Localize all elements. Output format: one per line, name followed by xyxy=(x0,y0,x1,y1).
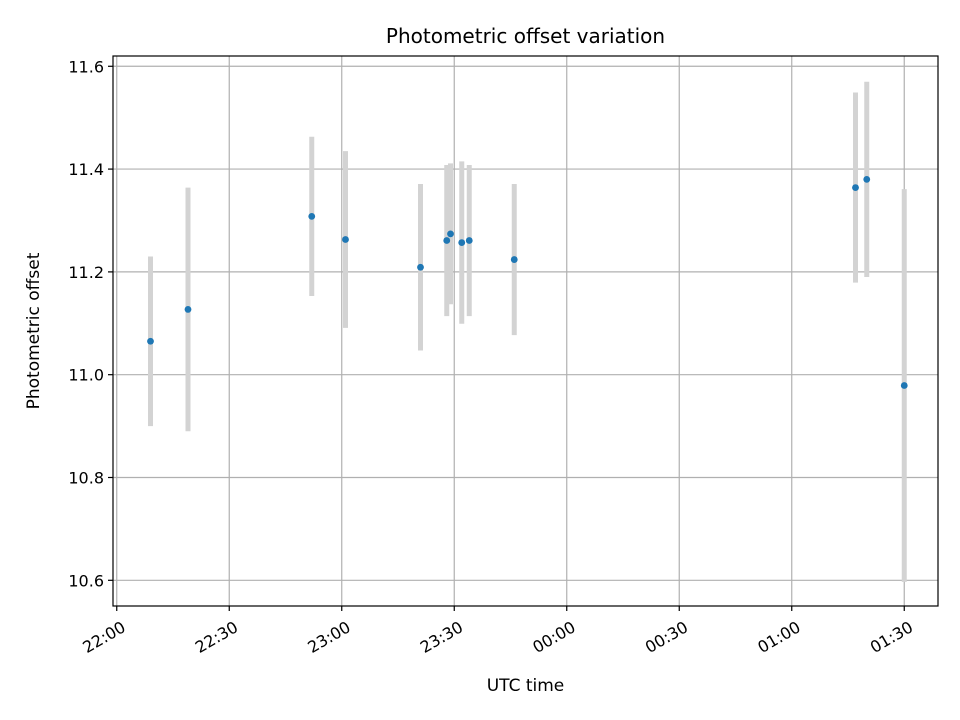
x-axis-ticks: 22:00 22:30 23:00 23:30 00:00 00:30 01:00 01:30 xyxy=(79,606,916,657)
x-tick-label: 23:30 xyxy=(417,617,466,657)
y-tick-label: 11.4 xyxy=(68,160,104,179)
x-tick-label: 23:00 xyxy=(304,617,353,657)
data-point xyxy=(465,237,473,244)
data-point xyxy=(443,237,451,244)
data-point xyxy=(308,212,316,220)
data-point xyxy=(458,239,466,246)
x-tick-label: 01:30 xyxy=(867,617,916,657)
data-point xyxy=(147,337,154,345)
data-point xyxy=(900,382,908,389)
x-tick-label: 00:30 xyxy=(642,617,691,657)
x-tick-label: 01:00 xyxy=(754,617,803,657)
data-point xyxy=(417,263,424,271)
plot-frame xyxy=(112,55,939,607)
x-tick-label: 22:30 xyxy=(192,617,241,657)
chart-title: Photometric offset variation xyxy=(386,24,665,48)
y-tick-label: 10.8 xyxy=(68,468,104,487)
y-axis-label: Photometric offset xyxy=(24,252,44,409)
y-tick-label: 11.2 xyxy=(68,263,104,282)
y-tick-label: 10.6 xyxy=(68,571,104,590)
data-point xyxy=(342,236,349,243)
x-tick-label: 00:00 xyxy=(529,617,578,657)
data-point xyxy=(184,306,192,313)
data-point xyxy=(863,175,871,183)
data-point xyxy=(510,256,518,263)
y-tick-label: 11.0 xyxy=(68,366,104,385)
y-tick-label: 11.6 xyxy=(68,57,104,76)
data-point xyxy=(447,230,454,238)
x-tick-label: 22:00 xyxy=(79,617,128,657)
y-axis-ticks: 10.6 10.8 11.0 11.2 11.4 11.6 xyxy=(68,57,113,590)
data-points xyxy=(147,175,908,389)
x-axis-label: UTC time xyxy=(487,676,565,696)
data-point xyxy=(852,184,859,191)
grid-lines xyxy=(113,56,938,606)
